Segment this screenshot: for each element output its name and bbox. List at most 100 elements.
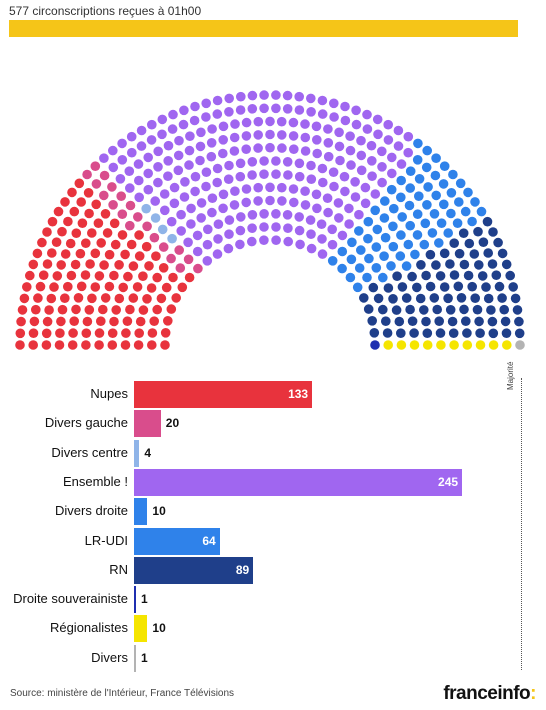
seat-dot <box>317 249 328 259</box>
seat-dot <box>133 159 144 169</box>
seat-dot <box>49 282 59 292</box>
seat-dot <box>407 316 418 327</box>
seat-dot <box>483 248 494 258</box>
seat-dot <box>446 188 457 198</box>
seat-dot <box>163 316 173 326</box>
seat-dot <box>486 305 496 315</box>
seat-dot <box>201 112 211 122</box>
seat-dot <box>174 135 184 146</box>
seat-dot <box>157 114 168 125</box>
seat-dot <box>271 169 281 179</box>
seat-dot <box>147 328 158 338</box>
seat-dot <box>184 160 194 170</box>
seat-dot <box>340 115 351 126</box>
seat-dot <box>414 174 425 184</box>
seat-dot <box>430 170 441 181</box>
seat-dot <box>121 328 131 338</box>
seat-dot <box>283 223 293 233</box>
seat-dot <box>337 246 348 257</box>
seat-dot <box>473 226 483 237</box>
seat-dot <box>67 187 77 198</box>
seat-dot <box>512 305 523 315</box>
seat-dot <box>316 219 327 229</box>
seat-dot <box>247 104 258 114</box>
seat-dot <box>434 316 445 327</box>
seat-dot <box>422 145 433 156</box>
seat-dot <box>169 182 180 193</box>
seat-dot <box>265 116 275 127</box>
seat-dot <box>294 225 305 236</box>
seat-dot <box>439 282 450 292</box>
seat-dot <box>229 146 240 156</box>
seat-dot <box>439 199 449 210</box>
seat-dot <box>75 248 86 259</box>
seat-dot <box>107 182 117 192</box>
seat-dot <box>414 191 424 201</box>
seat-dot <box>90 248 101 259</box>
seat-dot <box>156 293 167 304</box>
seat-dot <box>421 162 432 173</box>
seat-dot <box>108 162 119 173</box>
seat-dot <box>282 104 293 114</box>
chart-header: 577 circonscriptions reçues à 01h00 <box>9 4 202 18</box>
seat-dot <box>306 243 317 254</box>
seat-dot <box>190 171 201 182</box>
seat-dot <box>344 219 354 229</box>
seat-dot <box>497 293 507 303</box>
seat-dot <box>60 293 70 303</box>
seat-dot <box>196 213 206 223</box>
seat-dot <box>300 132 311 143</box>
seat-dot <box>443 293 453 304</box>
seat-dot <box>455 178 466 189</box>
seat-dot <box>431 153 441 163</box>
seat-dot <box>421 270 431 281</box>
seat-dot <box>179 192 190 202</box>
seat-dot <box>163 171 173 181</box>
seat-dot <box>74 178 85 189</box>
seat-dot <box>94 271 105 281</box>
seat-dot <box>117 230 128 240</box>
seat-dot <box>380 196 390 206</box>
seat-dot <box>247 236 257 247</box>
seat-dot <box>403 239 414 250</box>
seat-dot <box>179 105 189 116</box>
seat-dot <box>405 220 416 231</box>
seat-dot <box>282 210 293 220</box>
seat-dot <box>174 245 184 255</box>
seat-dot <box>235 105 246 115</box>
seat-dot <box>93 218 104 228</box>
seat-dot <box>60 249 71 259</box>
seat-dot <box>481 282 491 292</box>
seat-dot <box>118 282 128 293</box>
seat-dot <box>294 212 305 222</box>
seat-dot <box>153 146 163 157</box>
seat-dot <box>514 328 525 339</box>
seat-dot <box>456 293 467 303</box>
seat-dot <box>152 272 162 283</box>
seat-dot <box>383 135 394 145</box>
seat-dot <box>259 209 269 219</box>
seat-dot <box>213 219 224 229</box>
seat-dot <box>189 115 200 126</box>
logo-text: franceinfo <box>443 683 531 704</box>
seat-dot <box>134 251 145 261</box>
seat-dot <box>448 328 459 339</box>
seat-dot <box>306 174 317 184</box>
seat-dot <box>201 167 212 177</box>
seat-dot <box>368 282 379 293</box>
seat-dot <box>259 169 269 179</box>
seat-dot <box>379 251 389 261</box>
seat-dot <box>395 251 406 261</box>
seat-dot <box>120 249 130 260</box>
seat-dot <box>158 263 169 273</box>
seat-dot <box>166 253 176 264</box>
seat-dot <box>356 165 367 176</box>
seat-dot <box>452 218 463 228</box>
seat-dot <box>253 196 263 206</box>
seat-dot <box>69 206 80 217</box>
seat-dot <box>306 229 316 239</box>
seat-dot <box>295 239 305 250</box>
seat-dot <box>352 282 363 293</box>
seat-dot <box>122 316 133 327</box>
seat-dot <box>114 293 125 304</box>
